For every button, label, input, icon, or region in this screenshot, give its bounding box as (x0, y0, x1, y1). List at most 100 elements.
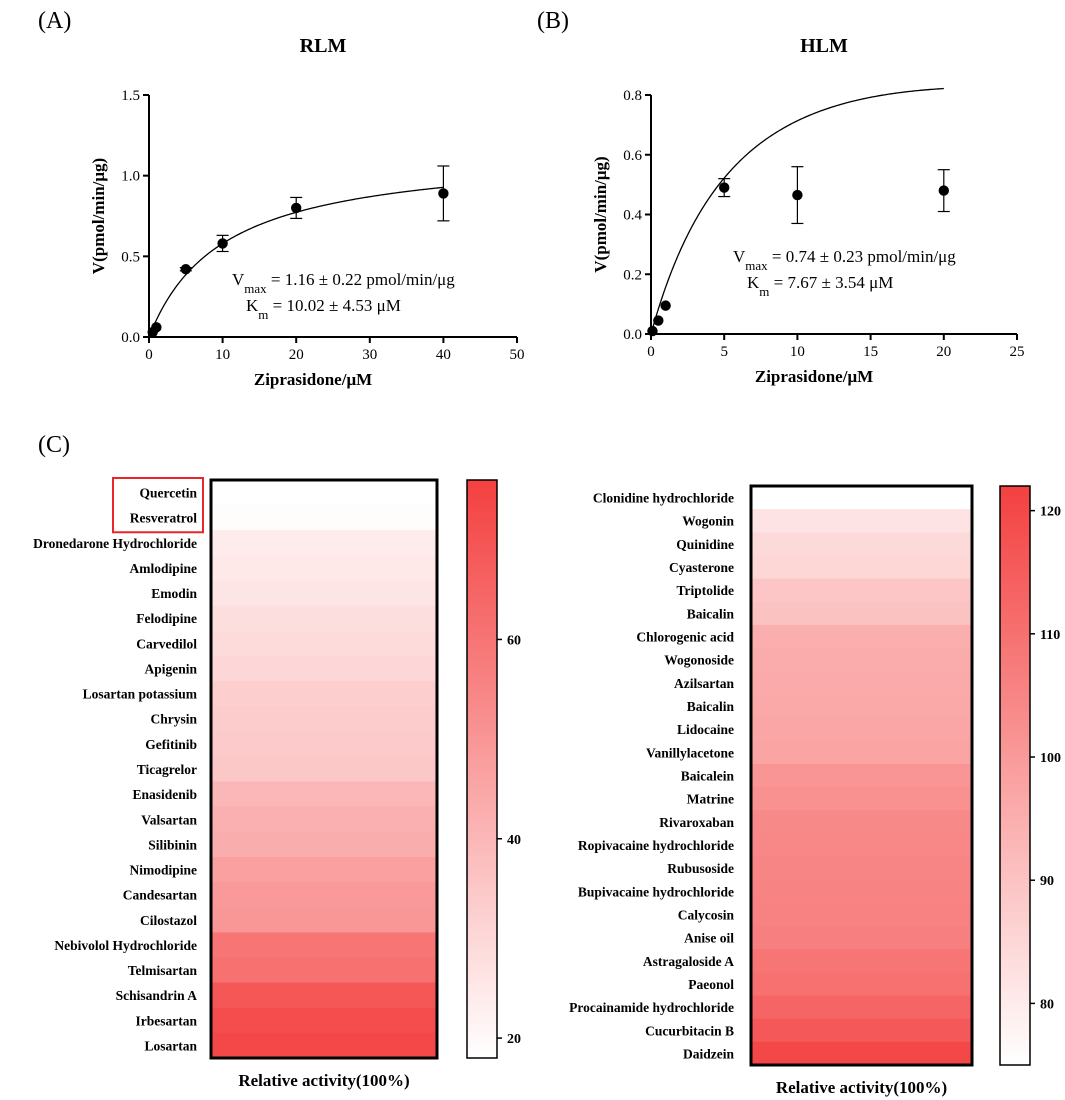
drug-label: Gefitinib (145, 737, 197, 752)
x-tick-label: 40 (436, 347, 451, 363)
y-tick-label: 0.4 (623, 208, 642, 224)
heatmap-cell (751, 972, 972, 997)
data-point (438, 188, 449, 199)
heatmap-panel-3: Clonidine hydrochloride Wogonin Quinidine C… (569, 484, 1061, 1097)
drug-label: Quinidine (676, 537, 734, 552)
data-point (938, 185, 949, 196)
heatmap-cell (751, 879, 972, 904)
colorbar-tick-label: 100 (1040, 751, 1061, 766)
heatmap-cell (211, 681, 437, 707)
y-tick-label: 1.5 (121, 88, 140, 104)
drug-label: Matrine (687, 792, 734, 807)
drug-label: Resveratrol (130, 511, 197, 526)
heatmap-cell (211, 1032, 437, 1059)
drug-label: Losartan (144, 1038, 197, 1053)
x-axis-label: Ziprasidone/μM (755, 367, 873, 386)
heatmap-cell (751, 763, 972, 788)
drug-label: Dronedarone Hydrochloride (33, 536, 197, 551)
colorbar (466, 479, 498, 1059)
drug-label: Schisandrin A (116, 988, 198, 1003)
drug-label: Quercetin (140, 486, 198, 501)
drug-label: Apigenin (144, 661, 197, 676)
heatmap-cell (751, 671, 972, 695)
drug-label: Chrysin (150, 712, 197, 727)
drug-label: Enasidenib (132, 787, 197, 802)
heatmap-cell (211, 655, 437, 682)
y-tick-label: 0.8 (623, 88, 642, 104)
heatmap-cell (211, 706, 437, 732)
heatmap-border (209, 478, 439, 1060)
vmax-annotation: Vmax = 0.74 ± 0.23 pmol/min/μg (733, 247, 956, 273)
drug-label: Paeonol (688, 977, 734, 992)
data-point (660, 300, 671, 311)
heatmap-cell (211, 580, 437, 607)
colorbar-tick-label: 120 (1040, 505, 1061, 520)
data-point (653, 315, 664, 326)
drug-label: Candesartan (123, 888, 198, 903)
drug-label: Emodin (151, 586, 197, 601)
data-point (792, 189, 803, 201)
chart-title: HLM (800, 35, 848, 57)
heatmap-cell (751, 787, 972, 811)
heatmap-cell (211, 530, 437, 556)
y-tick-label: 1.0 (121, 169, 140, 185)
drug-label: Felodipine (136, 611, 197, 626)
heatmap-cell (211, 806, 437, 833)
colorbar-tick-label: 20 (507, 1032, 521, 1047)
heatmap-cell (211, 505, 437, 531)
y-axis-label: V(pmol/min/μg) (89, 158, 108, 274)
y-tick-label: 0.0 (623, 327, 642, 343)
heatmap-cell (751, 949, 972, 973)
heatmap-cell (751, 486, 972, 510)
drug-label: Nimodipine (129, 863, 197, 878)
drug-label: Ticagrelor (137, 762, 197, 777)
x-tick-label: 20 (936, 344, 951, 360)
x-tick-label: 20 (289, 347, 304, 363)
heatmap-x-label: Relative activity(100%) (776, 1078, 947, 1097)
heatmap-cell (751, 532, 972, 556)
drug-label: Azilsartan (674, 676, 734, 691)
drug-label: Amlodipine (129, 561, 197, 576)
y-axis-label: V(pmol/min/μg) (591, 156, 610, 272)
heatmap-cell (751, 601, 972, 626)
colorbar-tick-label: 90 (1040, 874, 1054, 889)
drug-label: Ropivacaine hydrochloride (578, 838, 734, 853)
drug-label: Clonidine hydrochloride (593, 491, 734, 506)
heatmap-cell (211, 982, 437, 1009)
drug-label: Irbesartan (136, 1013, 198, 1028)
x-tick-label: 25 (1010, 344, 1025, 360)
heatmap-cell (751, 555, 972, 580)
heatmap-cell (751, 740, 972, 765)
drug-label: Losartan potassium (83, 687, 198, 702)
colorbar-tick-label: 60 (507, 633, 521, 648)
heatmap-cell (211, 856, 437, 883)
x-tick-label: 10 (215, 347, 230, 363)
x-tick-label: 5 (720, 344, 728, 360)
y-tick-label: 0.0 (121, 330, 140, 346)
heatmap-x-label: Relative activity(100%) (238, 1071, 409, 1090)
drug-label: Astragaloside A (643, 954, 734, 969)
y-tick-label: 0.2 (623, 267, 642, 283)
colorbar-tick-label: 110 (1040, 628, 1060, 643)
drug-label: Baicalein (681, 769, 735, 784)
drug-label: Cucurbitacin B (645, 1023, 734, 1038)
heatmap-cell (211, 605, 437, 632)
drug-label: Wogonoside (664, 653, 734, 668)
drug-label: Valsartan (141, 812, 197, 827)
heatmap-cell (751, 624, 972, 649)
fit-curve (650, 87, 944, 335)
chart-title: RLM (300, 35, 347, 57)
drug-label: Vanillylacetone (646, 745, 734, 760)
heatmap-cell (751, 648, 972, 672)
drug-label: Triptolide (676, 583, 734, 598)
heatmap-cell (751, 509, 972, 533)
heatmap-cell (211, 831, 437, 858)
kinetics-panel-1: (B) HLM 0 5 10 15 20 25 0.0 0.2 0.4 0.6 0.8 Ziprasido… (537, 8, 1025, 386)
colorbar-tick-label: 40 (507, 833, 521, 848)
panel-label: (C) (38, 432, 70, 458)
drug-label: Rubusoside (667, 861, 734, 876)
heatmap-cell (751, 717, 972, 742)
heatmap-cell (751, 926, 972, 950)
drug-label: Cyasterone (669, 560, 734, 575)
y-tick-label: 0.5 (121, 249, 140, 265)
